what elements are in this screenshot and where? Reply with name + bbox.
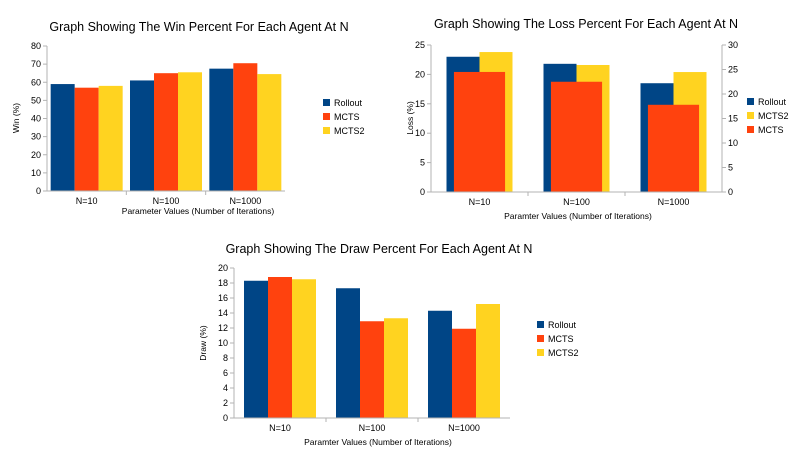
- legend: Rollout MCTS2 MCTS: [747, 97, 789, 135]
- bar-mcts-n-10: [268, 277, 292, 418]
- chart-title: Graph Showing The Draw Percent For Each …: [226, 242, 533, 256]
- legend-label-rollout: Rollout: [758, 97, 787, 107]
- legend-label-rollout: Rollout: [334, 98, 363, 108]
- legend-label-mcts2: MCTS2: [758, 111, 789, 121]
- chart-title: Graph Showing The Win Percent For Each A…: [49, 20, 348, 34]
- legend-swatch-rollout: [323, 99, 330, 106]
- y-tick-label: 50: [31, 95, 41, 105]
- y-tick-label: 20: [31, 150, 41, 160]
- y-tick-label: 70: [31, 59, 41, 69]
- y-axis-label: Draw (%): [198, 325, 208, 361]
- legend-swatch-mcts: [323, 113, 330, 120]
- y2-tick-label: 30: [728, 40, 738, 50]
- y2-tick-label: 0: [728, 187, 733, 197]
- y-tick-label: 60: [31, 77, 41, 87]
- y-tick-label: 6: [223, 368, 228, 378]
- legend: Rollout MCTS MCTS2: [323, 98, 365, 136]
- y2-tick-label: 20: [728, 89, 738, 99]
- legend-label-mcts: MCTS: [334, 112, 360, 122]
- y-tick-label: 20: [218, 263, 228, 273]
- y-tick-label: 14: [218, 308, 228, 318]
- y2-tick-label: 15: [728, 114, 738, 124]
- x-tick-label: N=1000: [658, 197, 690, 207]
- bar-mcts2-n-100: [384, 318, 408, 418]
- legend-swatch-mcts: [537, 335, 544, 342]
- x-tick-label: N=10: [76, 196, 98, 206]
- axes: [233, 268, 510, 419]
- bar-mcts2-n-1000: [257, 74, 282, 191]
- y-tick-label: 10: [31, 168, 41, 178]
- x-tick-label: N=1000: [448, 423, 480, 433]
- y-tick-label: 25: [415, 40, 425, 50]
- legend-swatch-mcts2: [537, 349, 544, 356]
- legend-swatch-mcts2: [323, 127, 330, 134]
- bar-rollout-n-1000: [428, 310, 452, 418]
- bar-mcts-n-10: [74, 87, 99, 191]
- x-tick-label: N=100: [563, 197, 590, 207]
- x-axis-label: Parameter Values (Number of Iterations): [122, 206, 275, 216]
- bar-mcts-n-10: [453, 71, 506, 192]
- win-percent-chart: Graph Showing The Win Percent For Each A…: [11, 20, 365, 216]
- legend-swatch-mcts: [747, 126, 754, 133]
- y-tick-label: 18: [218, 278, 228, 288]
- x-axis-label: Paramter Values (Number of Iterations): [304, 437, 452, 447]
- bar-mcts-n-100: [550, 81, 603, 192]
- y2-tick-label: 5: [728, 163, 733, 173]
- y-tick-label: 16: [218, 293, 228, 303]
- y-tick-label: 30: [31, 132, 41, 142]
- x-axis-label: Paramter Values (Number of Iterations): [504, 211, 652, 221]
- bar-mcts2-n-1000: [476, 304, 500, 418]
- x-tick-label: N=10: [469, 197, 491, 207]
- loss-percent-chart: Graph Showing The Loss Percent For Each …: [405, 17, 789, 221]
- bar-rollout-n-100: [130, 80, 154, 191]
- bar-mcts2-n-10: [292, 279, 316, 418]
- legend-label-mcts2: MCTS2: [334, 126, 365, 136]
- y-tick-label: 8: [223, 353, 228, 363]
- y-tick-label: 15: [415, 99, 425, 109]
- legend-swatch-mcts2: [747, 112, 754, 119]
- legend-swatch-rollout: [747, 98, 754, 105]
- y-tick-label: 5: [420, 158, 425, 168]
- legend-label-mcts: MCTS: [758, 125, 784, 135]
- bar-mcts-n-100: [360, 321, 384, 418]
- bar-mcts-n-1000: [647, 104, 700, 192]
- y-tick-label: 10: [218, 338, 228, 348]
- legend-swatch-rollout: [537, 321, 544, 328]
- axes: [46, 46, 285, 192]
- x-tick-label: N=100: [153, 196, 180, 206]
- y-tick-label: 20: [415, 69, 425, 79]
- legend-label-rollout: Rollout: [548, 320, 577, 330]
- bar-mcts-n-1000: [452, 328, 476, 418]
- y-axis-label: Win (%): [11, 103, 21, 133]
- legend-label-mcts2: MCTS2: [548, 348, 579, 358]
- y-tick-label: 0: [420, 187, 425, 197]
- bar-mcts2-n-10: [98, 85, 123, 191]
- y-tick-label: 80: [31, 41, 41, 51]
- draw-percent-chart: Graph Showing The Draw Percent For Each …: [198, 242, 579, 447]
- x-tick-label: N=10: [269, 423, 291, 433]
- y-tick-label: 0: [36, 186, 41, 196]
- chart-title: Graph Showing The Loss Percent For Each …: [434, 17, 738, 31]
- x-tick-label: N=100: [359, 423, 386, 433]
- axes: [430, 45, 723, 193]
- y-tick-label: 40: [31, 114, 41, 124]
- x-tick-label: N=1000: [229, 196, 261, 206]
- y2-tick-label: 25: [728, 65, 738, 75]
- y-tick-label: 2: [223, 398, 228, 408]
- legend: Rollout MCTS MCTS2: [537, 320, 579, 358]
- y-axis-label: Loss (%): [405, 101, 415, 135]
- y2-tick-label: 10: [728, 138, 738, 148]
- y-tick-label: 12: [218, 323, 228, 333]
- bar-mcts-n-1000: [233, 63, 258, 191]
- y-tick-label: 10: [415, 128, 425, 138]
- y-tick-label: 0: [223, 413, 228, 423]
- bar-rollout-n-10: [50, 84, 75, 191]
- y-tick-label: 4: [223, 383, 228, 393]
- bar-rollout-n-100: [336, 288, 360, 418]
- bar-mcts-n-100: [154, 73, 178, 191]
- legend-label-mcts: MCTS: [548, 334, 574, 344]
- bar-mcts2-n-100: [178, 72, 202, 191]
- bar-rollout-n-10: [244, 280, 268, 418]
- bar-rollout-n-1000: [209, 68, 234, 191]
